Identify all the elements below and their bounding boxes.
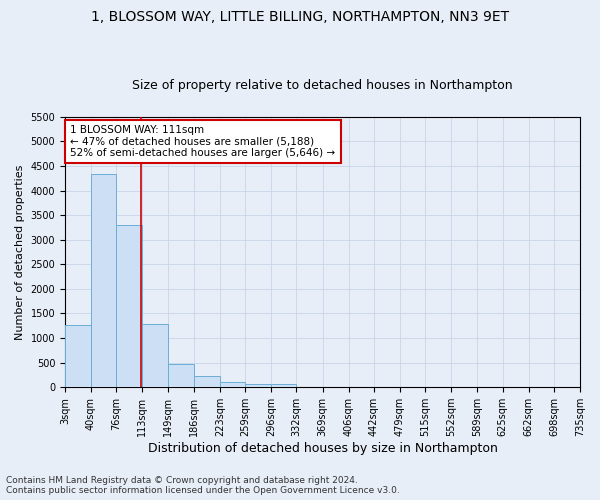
Bar [91,174,116,387]
Bar [65,325,91,387]
Bar [194,376,220,387]
Text: 1, BLOSSOM WAY, LITTLE BILLING, NORTHAMPTON, NN3 9ET: 1, BLOSSOM WAY, LITTLE BILLING, NORTHAMP… [91,10,509,24]
Y-axis label: Number of detached properties: Number of detached properties [15,164,25,340]
Text: Contains HM Land Registry data © Crown copyright and database right 2024.
Contai: Contains HM Land Registry data © Crown c… [6,476,400,495]
Bar [271,384,296,387]
Bar [116,225,142,387]
Text: 1 BLOSSOM WAY: 111sqm
← 47% of detached houses are smaller (5,188)
52% of semi-d: 1 BLOSSOM WAY: 111sqm ← 47% of detached … [70,125,335,158]
Bar [245,384,271,387]
Title: Size of property relative to detached houses in Northampton: Size of property relative to detached ho… [132,79,513,92]
Bar [142,324,168,387]
Bar [220,382,245,387]
X-axis label: Distribution of detached houses by size in Northampton: Distribution of detached houses by size … [148,442,497,455]
Bar [168,364,194,387]
